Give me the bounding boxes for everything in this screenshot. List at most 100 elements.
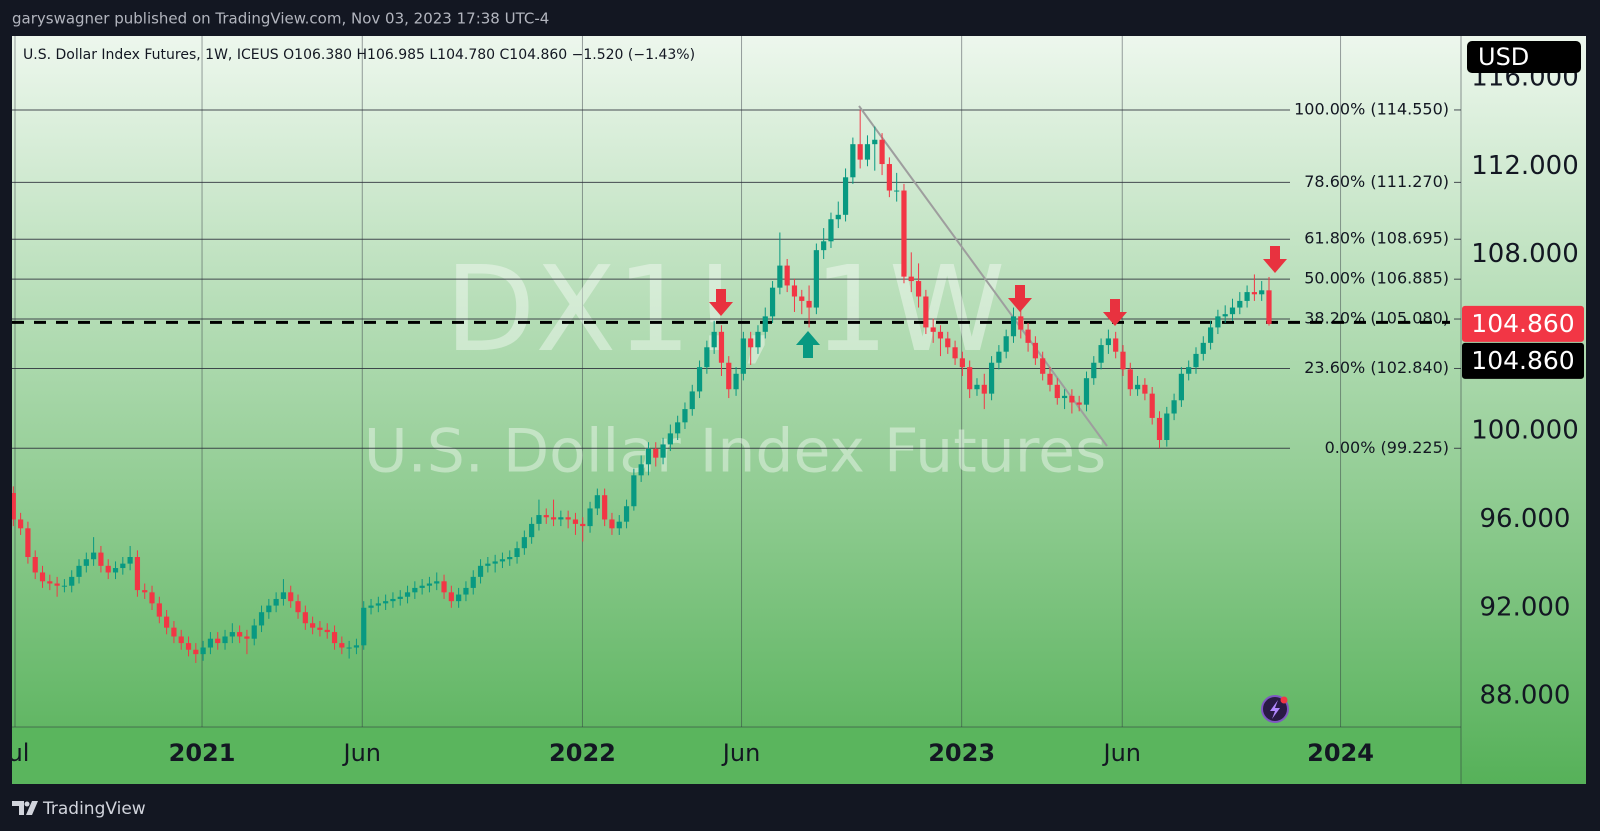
candle-body <box>1229 307 1236 315</box>
candle-body <box>164 616 170 628</box>
candle-body <box>448 592 454 602</box>
candle-body <box>974 384 980 390</box>
candle-body <box>894 190 900 192</box>
candle-body <box>353 645 360 648</box>
candle-body <box>864 144 871 160</box>
candle-body <box>105 565 111 573</box>
candle-body <box>346 647 352 649</box>
price-labels: 104.860 104.860 <box>1462 305 1584 379</box>
candle-body <box>112 568 119 573</box>
y-tick-label: 88.000 <box>1480 681 1571 711</box>
candle-body <box>879 139 885 165</box>
footer-brand: TradingView <box>42 799 146 819</box>
candle-body <box>1069 395 1075 403</box>
candle-body <box>222 636 228 644</box>
candle-body <box>339 643 345 648</box>
candle-body <box>821 241 827 251</box>
candle-body <box>529 523 535 538</box>
candle-body <box>441 581 447 593</box>
x-tick-label: Jun <box>342 739 382 767</box>
candle-body <box>521 537 527 549</box>
candle-body <box>1061 395 1068 399</box>
candle-body <box>171 627 177 637</box>
candle-body <box>1032 342 1038 359</box>
publish-header: garyswagner published on TradingView.com… <box>12 10 549 28</box>
candle-body <box>120 563 126 569</box>
candle-body <box>1010 316 1017 337</box>
x-tick-label: Jun <box>1102 739 1142 767</box>
candle-body <box>908 276 914 282</box>
candle-body <box>1171 400 1177 414</box>
candle-body <box>901 190 907 277</box>
candle-body <box>149 592 155 604</box>
candle-body <box>1266 290 1272 324</box>
alert-icon[interactable] <box>1261 695 1289 723</box>
down-arrow <box>1263 246 1287 273</box>
candle-body <box>660 444 666 458</box>
candle-body <box>91 552 97 560</box>
price-tag-label: 104.860 <box>1471 309 1574 338</box>
candle-body <box>280 592 287 599</box>
candle-body <box>1083 378 1090 405</box>
candle-body <box>1134 384 1141 390</box>
candle-body <box>602 495 608 520</box>
candle-body <box>288 592 294 602</box>
candle-body <box>1222 314 1228 317</box>
candle-body <box>200 647 206 655</box>
candle-body <box>134 557 141 591</box>
candle-body <box>1142 384 1148 394</box>
candle-body <box>404 592 411 597</box>
candle-body <box>828 219 834 242</box>
down-arrow <box>1008 285 1032 312</box>
candle-body <box>835 214 841 220</box>
candle-body <box>361 607 367 646</box>
currency-button[interactable]: USD <box>1467 41 1581 73</box>
candle-body <box>959 358 965 368</box>
candle-body <box>514 548 520 558</box>
candle-body <box>1244 292 1250 301</box>
candle-body <box>1178 373 1184 401</box>
logo-mark <box>12 801 38 815</box>
candle-body <box>295 601 301 613</box>
candle-body <box>237 632 243 637</box>
time-axis <box>12 727 1461 784</box>
candle-body <box>61 585 68 587</box>
candle-body <box>1164 413 1170 441</box>
candle-body <box>1259 290 1265 295</box>
candle-body <box>718 331 725 363</box>
x-axis: Jul 2021 Jun 2022 Jun 2023 Jun 2024 <box>12 739 1374 767</box>
candle-body <box>266 605 272 613</box>
candle-body <box>1105 338 1111 346</box>
candle-body <box>426 583 433 586</box>
candle-body <box>609 519 615 529</box>
chart-background <box>12 36 1586 784</box>
candle-body <box>54 583 60 586</box>
fib-label: 61.80% (108.695) <box>1304 229 1449 248</box>
candle-body <box>499 559 506 562</box>
currency-box[interactable] <box>1467 41 1581 73</box>
candle-body <box>383 601 389 604</box>
candle-body <box>572 519 579 524</box>
candle-body <box>653 448 659 458</box>
candle-body <box>813 250 819 308</box>
candle-body <box>368 605 374 608</box>
candle-body <box>1149 393 1155 418</box>
candles <box>12 109 1272 663</box>
candle-body <box>726 362 732 390</box>
candle-body <box>156 603 162 617</box>
candle-body <box>704 347 710 368</box>
candle-body <box>799 296 805 301</box>
candle-body <box>638 464 644 476</box>
candle-body <box>251 625 257 639</box>
candle-body <box>689 391 695 410</box>
y-axis: 88.000 92.000 96.000 100.000 108.000 112.000 1… <box>1471 62 1579 710</box>
candle-body <box>696 367 703 392</box>
candle-body <box>587 508 593 527</box>
candle-body <box>1098 345 1104 363</box>
candle-body <box>850 144 856 178</box>
candle-body <box>667 433 673 445</box>
candle-body <box>769 287 776 317</box>
candle-body <box>419 585 425 588</box>
candle-body <box>463 587 469 595</box>
candle-body <box>1215 316 1221 328</box>
